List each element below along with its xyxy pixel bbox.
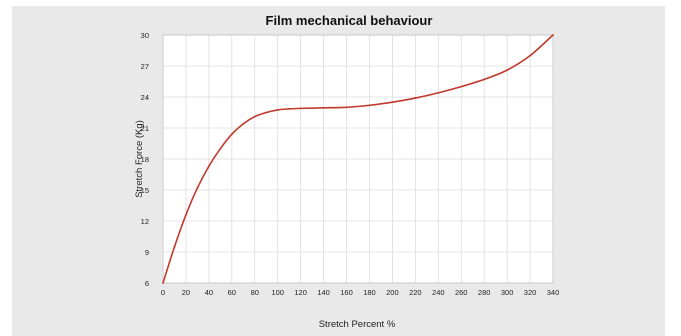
data-point	[173, 245, 176, 248]
x-tick-label: 260	[455, 288, 468, 297]
data-point	[242, 122, 245, 125]
data-point	[368, 104, 371, 107]
data-point	[414, 97, 417, 99]
x-axis-label: Stretch Percent %	[319, 319, 396, 330]
y-axis-label: Stretch Force (Kg)	[134, 120, 145, 198]
data-point	[506, 69, 509, 72]
x-tick-label: 60	[228, 288, 236, 297]
data-point	[288, 107, 291, 110]
data-point	[207, 165, 210, 168]
data-point	[437, 91, 440, 94]
data-point	[460, 85, 463, 88]
x-tick-label: 220	[409, 288, 422, 297]
data-point	[265, 111, 268, 114]
y-tick-label: 21	[141, 124, 149, 133]
series-line	[162, 34, 554, 284]
x-tick-label: 320	[524, 288, 537, 297]
data-point	[162, 282, 164, 284]
data-point	[529, 54, 531, 57]
x-tick-label: 80	[251, 288, 259, 297]
data-point	[299, 107, 302, 110]
chart-title: Film mechanical behaviour	[266, 13, 433, 28]
x-tick-label: 40	[205, 288, 213, 297]
y-tick-label: 30	[141, 31, 149, 40]
data-point	[322, 106, 325, 109]
x-tick-label: 160	[340, 288, 353, 297]
data-point	[219, 147, 222, 150]
y-tick-label: 24	[141, 93, 149, 102]
line-chart: Film mechanical behaviour 0 20 40 60 80 100 12…	[134, 13, 559, 330]
x-tick-label: 140	[317, 288, 330, 297]
data-point	[196, 187, 199, 189]
x-tick-label: 300	[501, 288, 514, 297]
x-tick-label: 340	[547, 288, 560, 297]
data-point	[230, 133, 233, 136]
data-point	[185, 213, 187, 216]
y-axis-ticks: 6 9 12 15 18 21 24 27 30	[141, 31, 149, 288]
x-tick-label: 240	[432, 288, 445, 297]
data-point	[276, 109, 279, 111]
data-point	[345, 106, 348, 109]
y-tick-label: 12	[141, 217, 149, 226]
y-tick-label: 6	[145, 279, 149, 288]
grid-lines	[162, 34, 554, 284]
x-tick-label: 120	[294, 288, 307, 297]
x-tick-label: 20	[182, 288, 190, 297]
x-tick-label: 280	[478, 288, 491, 297]
x-tick-label: 100	[271, 288, 284, 297]
y-tick-label: 18	[141, 155, 149, 164]
x-axis-ticks: 0 20 40 60 80 100 120 140 160 180 200 220 240 260 280 3…	[161, 288, 559, 297]
data-point	[483, 78, 486, 81]
y-tick-label: 27	[141, 62, 149, 71]
data-point	[552, 34, 554, 36]
data-point	[253, 115, 256, 118]
y-tick-label: 9	[145, 248, 149, 257]
x-tick-label: 0	[161, 288, 165, 297]
x-tick-label: 200	[386, 288, 399, 297]
x-tick-label: 180	[363, 288, 376, 297]
y-tick-label: 15	[141, 186, 149, 195]
data-point	[391, 101, 394, 104]
chart-panel: Film mechanical behaviour 0 20 40 60 80 100 12…	[12, 6, 665, 336]
